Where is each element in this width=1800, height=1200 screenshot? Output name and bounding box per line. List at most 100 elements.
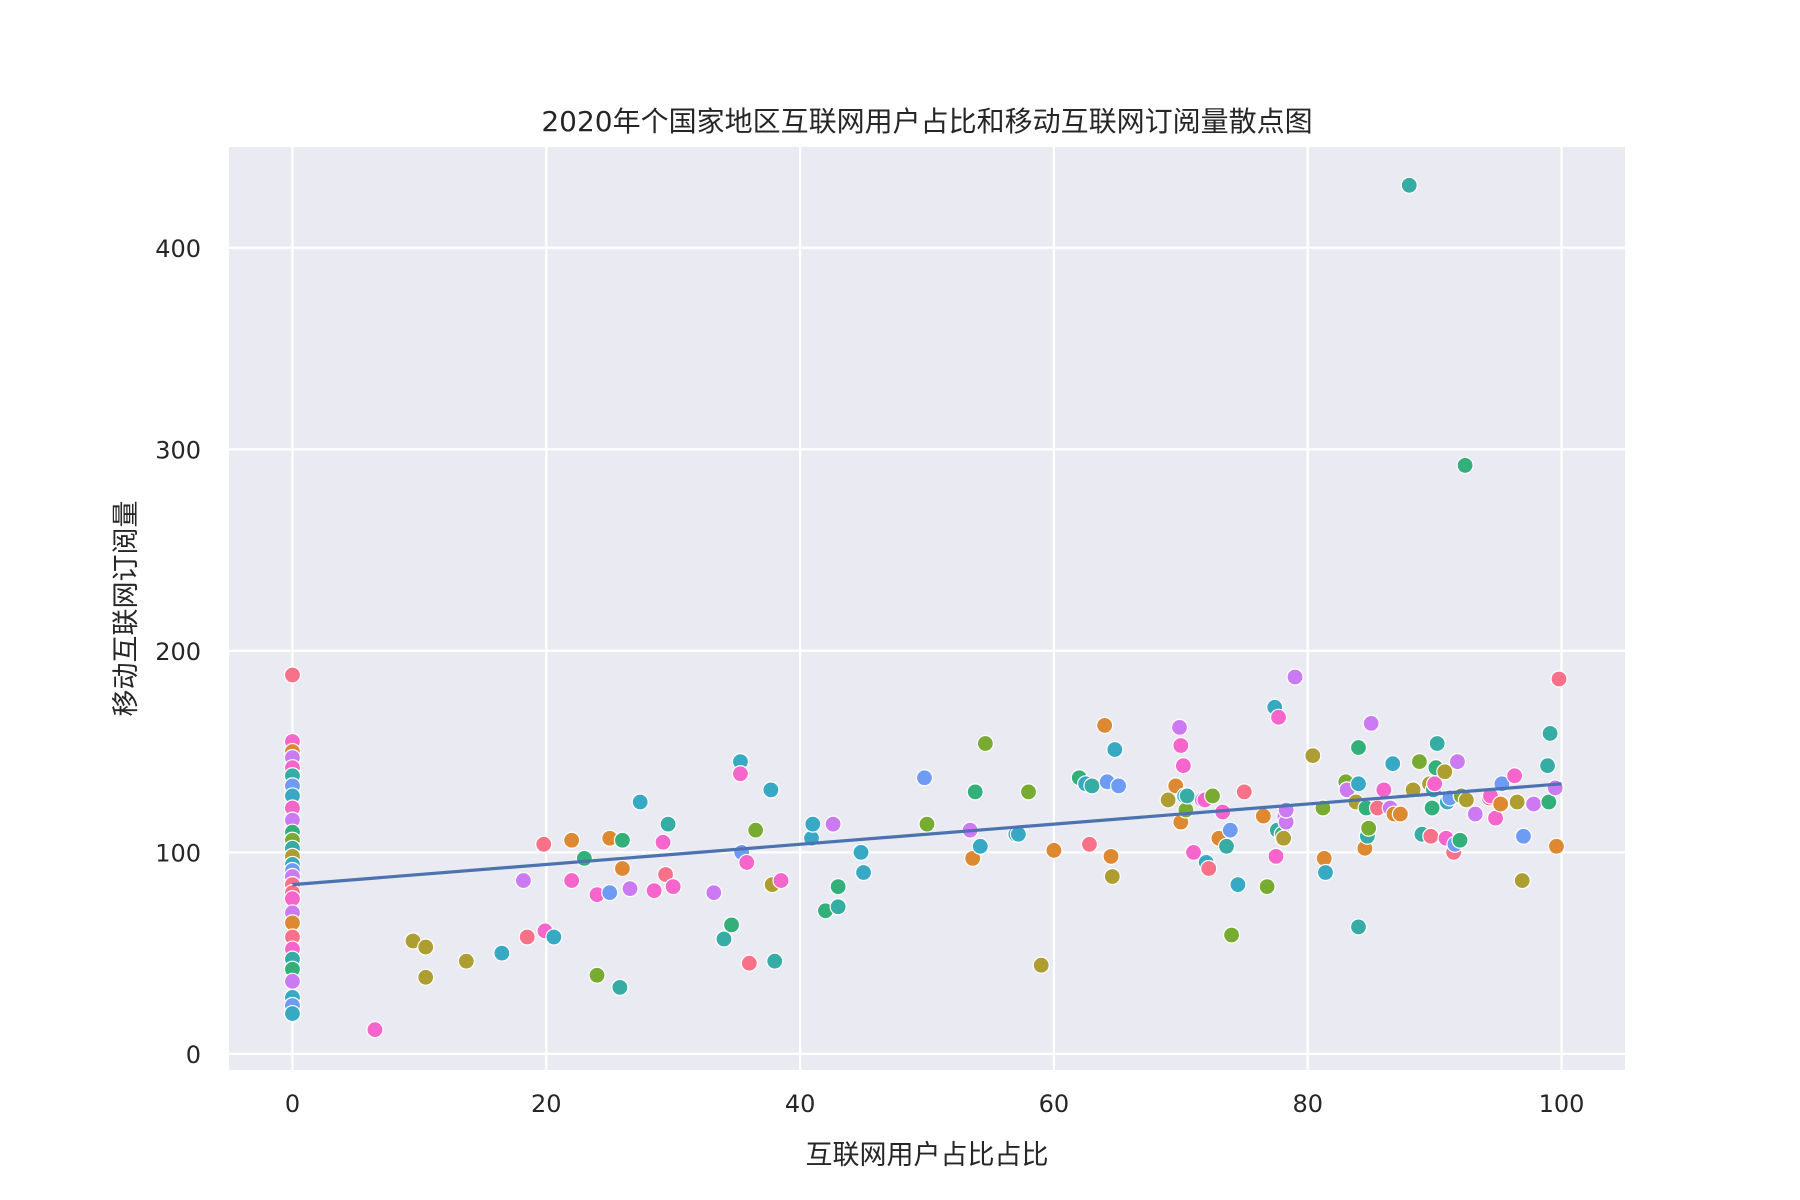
data-point	[1513, 871, 1531, 890]
data-point	[588, 966, 606, 984]
data-point	[852, 843, 870, 861]
data-point	[762, 781, 780, 799]
data-point	[1217, 837, 1236, 855]
x-axis-ticks: 0 20 40 60 80 100	[285, 1090, 1585, 1118]
data-point	[1258, 878, 1276, 896]
chart-title: 2020年个国家地区互联网用户占比和移动互联网订阅量散点图	[541, 105, 1312, 138]
data-point	[1540, 793, 1558, 811]
y-tick-label: 300	[155, 436, 201, 464]
gridlines	[229, 147, 1625, 1070]
x-axis-label: 互联网用户占比占比	[806, 1140, 1049, 1171]
data-point	[1316, 863, 1335, 882]
x-tick-label: 0	[285, 1090, 300, 1118]
data-point	[1349, 918, 1368, 936]
data-point	[1525, 795, 1543, 813]
data-point	[457, 952, 475, 970]
data-point	[1267, 847, 1285, 865]
data-point	[1428, 734, 1446, 753]
data-point	[1538, 757, 1557, 775]
data-point	[1096, 716, 1114, 734]
data-point	[1508, 793, 1526, 811]
data-point	[715, 930, 733, 948]
data-point	[1203, 787, 1222, 805]
data-point	[645, 882, 663, 900]
data-point	[1102, 847, 1120, 865]
data-point	[611, 978, 629, 996]
data-point	[824, 815, 842, 833]
data-point	[1221, 821, 1239, 839]
data-point	[1492, 795, 1510, 813]
data-point	[1349, 738, 1368, 757]
data-point	[1505, 767, 1524, 785]
data-point	[1466, 805, 1484, 823]
data-point	[514, 871, 533, 890]
data-point	[1422, 827, 1440, 845]
regression-line-group	[292, 782, 1562, 887]
data-point	[1184, 843, 1203, 861]
data-point	[1391, 805, 1409, 823]
data-point	[1349, 775, 1368, 793]
data-point	[1106, 740, 1124, 759]
data-point	[1080, 835, 1099, 853]
data-point	[747, 821, 765, 839]
y-tick-label: 100	[155, 839, 201, 867]
data-point	[654, 833, 672, 851]
data-point	[1360, 819, 1378, 837]
data-point	[1514, 827, 1533, 845]
data-point	[829, 878, 847, 896]
data-point	[1384, 755, 1402, 773]
y-tick-label: 400	[155, 235, 201, 263]
data-point	[1170, 718, 1189, 737]
data-point	[1550, 670, 1568, 688]
data-point	[417, 968, 435, 986]
data-point	[1304, 747, 1322, 765]
data-point	[1315, 849, 1333, 867]
scatter-points	[283, 176, 1568, 1039]
data-point	[283, 972, 302, 990]
data-point	[1159, 791, 1177, 809]
data-point	[804, 815, 822, 833]
data-point	[1448, 753, 1467, 771]
x-tick-label: 60	[1039, 1090, 1070, 1118]
data-point	[1541, 724, 1559, 743]
data-point	[964, 849, 982, 867]
data-point	[1400, 176, 1418, 194]
regression-line	[292, 782, 1562, 887]
data-point	[1286, 668, 1304, 686]
data-point	[601, 884, 619, 902]
data-point	[1019, 783, 1038, 801]
data-point	[631, 793, 649, 811]
data-point	[545, 928, 563, 946]
data-point	[1172, 736, 1190, 755]
data-point	[722, 916, 741, 934]
data-point	[976, 734, 994, 753]
data-point	[563, 831, 581, 849]
data-point	[918, 815, 936, 833]
data-point	[366, 1021, 384, 1039]
data-point	[1045, 841, 1063, 859]
data-point	[1174, 757, 1192, 775]
data-point	[518, 928, 536, 946]
data-point	[966, 783, 984, 801]
x-tick-label: 80	[1292, 1090, 1323, 1118]
data-point	[772, 871, 790, 890]
data-point	[1362, 714, 1380, 732]
data-point	[1546, 779, 1564, 797]
data-point	[1456, 456, 1474, 475]
data-point	[1235, 783, 1253, 801]
data-point	[738, 853, 756, 872]
data-point	[829, 898, 847, 916]
data-point	[575, 849, 593, 867]
data-point	[1423, 799, 1441, 817]
data-point	[1436, 763, 1454, 781]
data-point	[493, 944, 511, 962]
data-point	[656, 865, 675, 884]
data-point	[1375, 781, 1393, 799]
data-point	[613, 859, 632, 878]
data-point	[731, 765, 750, 783]
y-axis-label: 移动互联网订阅量	[111, 501, 142, 717]
data-point	[1222, 926, 1241, 944]
data-point	[1269, 708, 1288, 726]
data-point	[1083, 777, 1101, 795]
